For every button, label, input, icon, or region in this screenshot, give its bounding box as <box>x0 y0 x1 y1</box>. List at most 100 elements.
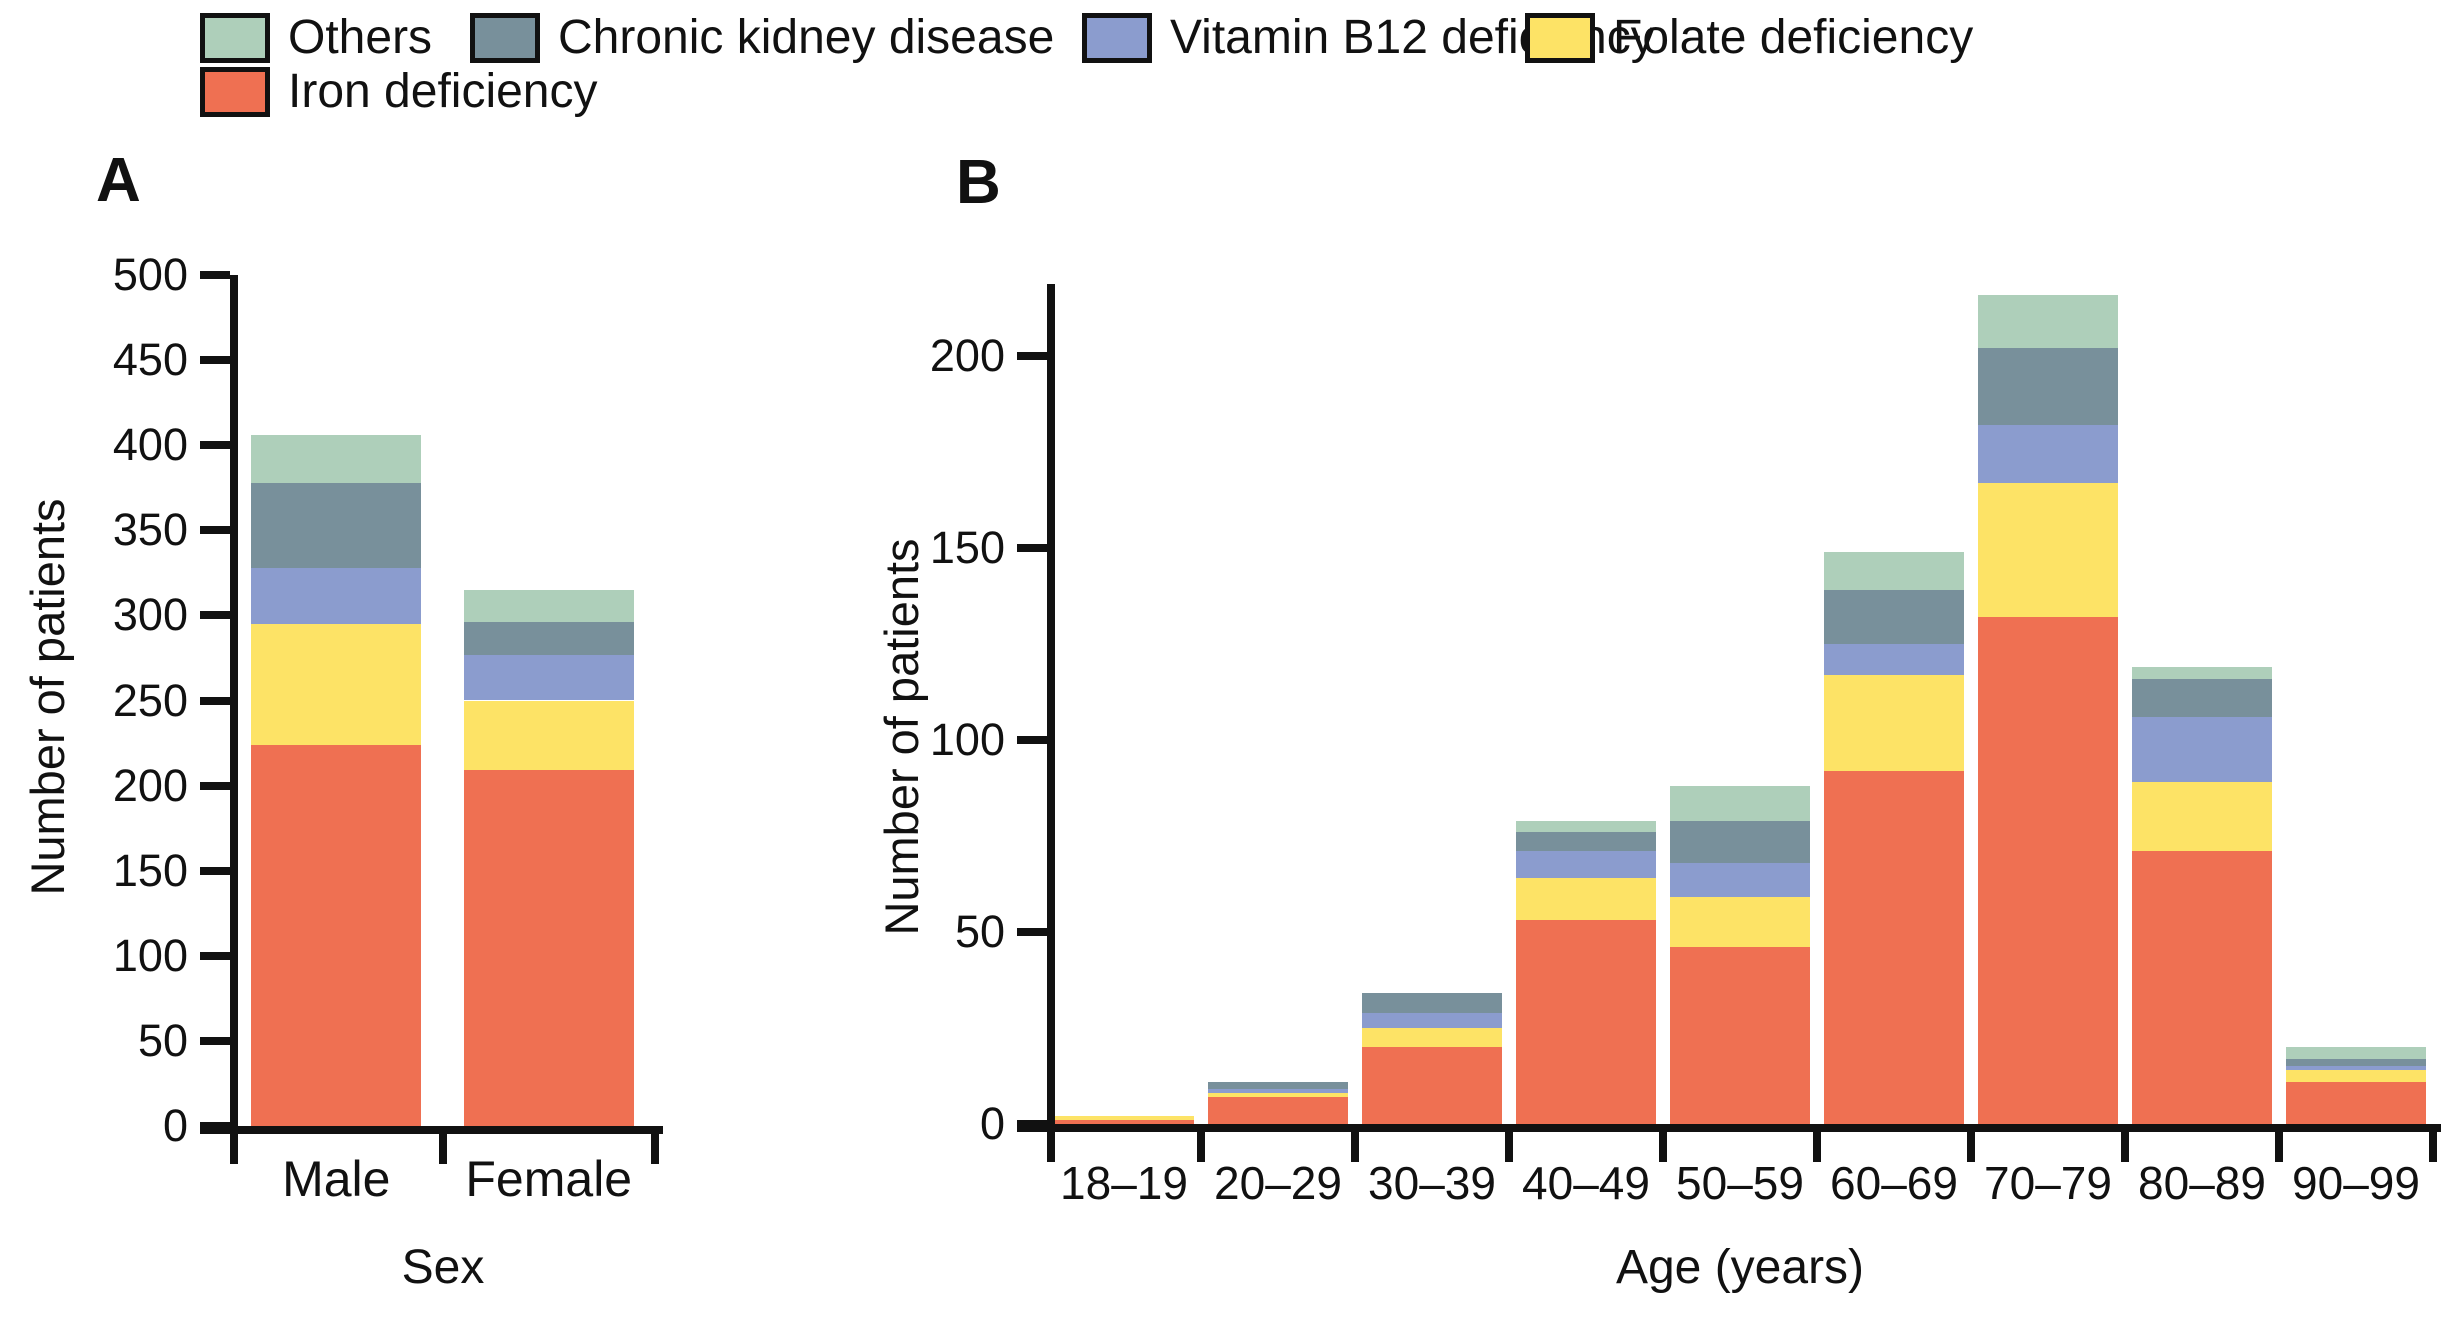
y-tick-A-100 <box>200 951 230 960</box>
bar-segment-B-6-3 <box>1978 348 2118 426</box>
y-tick-label-A-500: 500 <box>112 249 188 300</box>
x-tick-label-B-4: 50–59 <box>1676 1157 1804 1209</box>
bar-segment-B-3-1 <box>1516 878 1656 921</box>
legend-item-others: Others <box>200 12 432 64</box>
bar-segment-B-3-4 <box>1516 820 1656 833</box>
y-tick-label-A-200: 200 <box>112 759 188 811</box>
bar-segment-B-2-3 <box>1362 993 1502 1013</box>
y-tick-label-A-350: 350 <box>112 504 188 556</box>
x-tick-label-B-8: 90–99 <box>2292 1157 2420 1209</box>
x-tick-B-7 <box>2121 1132 2129 1162</box>
legend-item-chronic-kidney-disease: Chronic kidney disease <box>470 12 1054 64</box>
bar-segment-B-6-2 <box>1978 425 2118 483</box>
bar-segment-B-6-1 <box>1978 482 2118 618</box>
y-tick-B-50 <box>1017 928 1047 936</box>
bar-segment-B-4-3 <box>1670 820 1810 863</box>
bar-segment-A-0-3 <box>251 482 422 568</box>
bar-segment-B-7-1 <box>2132 782 2272 852</box>
legend-swatch-others <box>200 13 270 63</box>
bar-segment-B-2-2 <box>1362 1012 1502 1028</box>
bar-segment-B-5-0 <box>1824 770 1964 1124</box>
y-tick-B-150 <box>1017 544 1047 552</box>
legend-swatch-iron-deficiency <box>200 67 270 117</box>
panel-a-title: A <box>96 146 141 215</box>
bar-segment-B-4-0 <box>1670 947 1810 1124</box>
legend: Others Chronic kidney disease Vitamin B1… <box>0 0 2450 120</box>
x-tick-B-0 <box>1047 1132 1055 1162</box>
x-tick-B-8 <box>2275 1132 2283 1162</box>
panel-b-title: B <box>956 148 1001 217</box>
legend-item-iron-deficiency: Iron deficiency <box>200 66 598 118</box>
y-tick-A-250 <box>200 696 230 705</box>
x-tick-label-B-5: 60–69 <box>1830 1157 1958 1209</box>
legend-label-others: Others <box>288 11 433 64</box>
bar-segment-A-1-4 <box>463 589 634 623</box>
bar-segment-B-7-3 <box>2132 678 2272 717</box>
y-tick-A-200 <box>200 781 230 790</box>
x-tick-label-B-3: 40–49 <box>1522 1157 1650 1209</box>
bar-segment-B-3-2 <box>1516 851 1656 879</box>
bar-segment-B-5-2 <box>1824 644 1964 675</box>
x-tick-B-6 <box>1967 1132 1975 1162</box>
y-tick-label-A-100: 100 <box>112 929 188 981</box>
x-tick-label-B-0: 18–19 <box>1060 1157 1188 1209</box>
x-tick-B-1 <box>1197 1132 1205 1162</box>
y-tick-label-A-0: 0 <box>162 1100 188 1151</box>
bar-segment-A-1-0 <box>463 770 634 1126</box>
x-tick-label-B-2: 30–39 <box>1368 1157 1496 1209</box>
y-tick-A-0 <box>200 1122 230 1130</box>
y-tick-label-A-150: 150 <box>112 844 188 896</box>
bar-segment-B-1-2 <box>1208 1089 1348 1094</box>
y-tick-label-A-450: 450 <box>112 334 188 386</box>
y-tick-label-A-300: 300 <box>112 589 188 641</box>
y-tick-label-A-250: 250 <box>112 674 188 726</box>
bar-segment-A-1-2 <box>463 654 634 701</box>
y-tick-B-0 <box>1017 1120 1047 1128</box>
y-tick-A-350 <box>200 526 230 535</box>
x-tick-B-4 <box>1659 1132 1667 1162</box>
y-tick-label-A-50: 50 <box>137 1014 188 1066</box>
bar-segment-B-2-0 <box>1362 1047 1502 1124</box>
x-tick-B-2 <box>1351 1132 1359 1162</box>
x-tick-B-3 <box>1505 1132 1513 1162</box>
y-tick-A-450 <box>200 356 230 365</box>
panel-b-x-axis-label: Age (years) <box>1615 1241 1865 1294</box>
bar-segment-B-3-3 <box>1516 832 1656 852</box>
legend-swatch-vitamin-b12-deficiency <box>1082 13 1152 63</box>
bar-segment-B-4-2 <box>1670 862 1810 898</box>
y-tick-B-100 <box>1017 736 1047 744</box>
x-tick-B-9 <box>2429 1132 2437 1162</box>
bar-segment-B-4-1 <box>1670 897 1810 948</box>
x-tick-label-B-7: 80–89 <box>2138 1157 2266 1209</box>
y-tick-A-500 <box>200 271 230 279</box>
legend-swatch-chronic-kidney-disease <box>470 13 540 63</box>
bar-segment-A-0-1 <box>251 623 422 745</box>
bar-segment-B-8-1 <box>2286 1070 2426 1082</box>
bar-segment-B-1-0 <box>1208 1097 1348 1124</box>
y-axis-A <box>230 275 238 1134</box>
y-tick-A-150 <box>200 866 230 875</box>
bar-segment-B-7-2 <box>2132 716 2272 783</box>
bar-segment-B-8-4 <box>2286 1047 2426 1059</box>
x-tick-label-B-6: 70–79 <box>1984 1157 2112 1209</box>
bar-segment-B-2-1 <box>1362 1028 1502 1048</box>
x-tick-label-A-0: Male <box>282 1151 391 1207</box>
bar-segment-B-3-0 <box>1516 920 1656 1124</box>
legend-label-chronic-kidney-disease: Chronic kidney disease <box>558 11 1055 64</box>
y-axis-B <box>1047 284 1055 1132</box>
bar-segment-A-1-3 <box>463 622 634 655</box>
bar-segment-B-5-4 <box>1824 551 1964 591</box>
legend-swatch-folate-deficiency <box>1525 13 1595 63</box>
bar-segment-B-4-4 <box>1670 786 1810 821</box>
y-tick-label-B-0: 0 <box>979 1098 1005 1149</box>
y-tick-label-B-150: 150 <box>929 522 1005 573</box>
bar-segment-B-0-0 <box>1054 1120 1194 1124</box>
legend-item-folate-deficiency: Folate deficiency <box>1525 12 1973 64</box>
bar-segment-A-0-2 <box>251 567 422 624</box>
x-tick-label-B-1: 20–29 <box>1214 1157 1342 1209</box>
legend-label-folate-deficiency: Folate deficiency <box>1613 11 1974 64</box>
bar-segment-B-7-4 <box>2132 667 2272 679</box>
bar-segment-B-6-4 <box>1978 294 2118 349</box>
panel-a-x-axis-label: Sex <box>401 1241 485 1294</box>
